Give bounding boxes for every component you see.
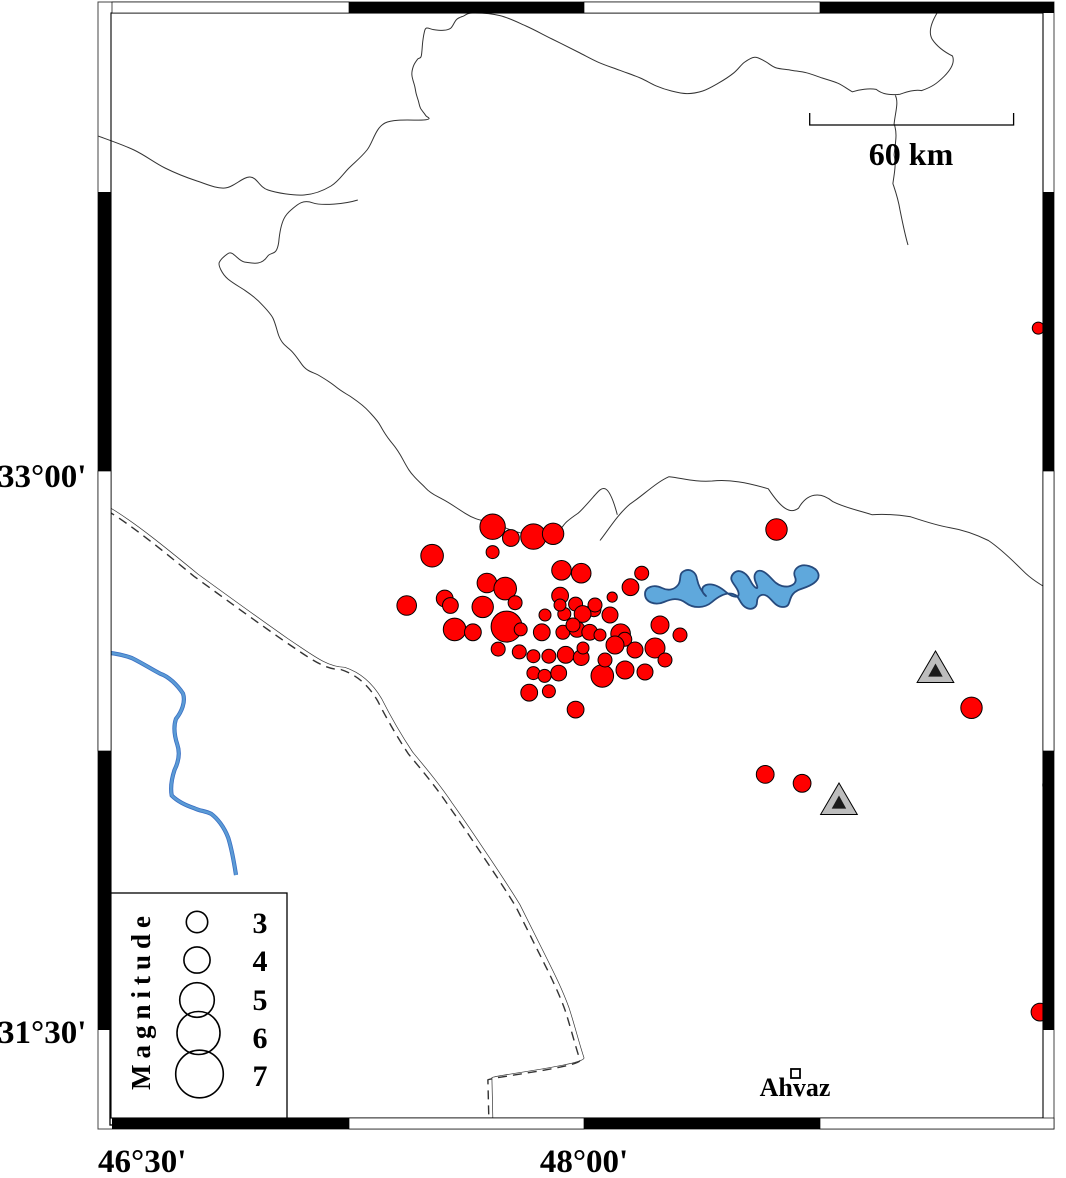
svg-text:Magnitude: Magnitude — [126, 910, 156, 1090]
svg-text:48°00': 48°00' — [540, 1144, 628, 1178]
svg-text:7: 7 — [253, 1060, 268, 1093]
svg-text:31°30': 31°30' — [0, 1015, 86, 1051]
svg-text:6: 6 — [253, 1022, 268, 1055]
svg-text:Ahvaz: Ahvaz — [760, 1073, 831, 1102]
svg-text:33°00': 33°00' — [0, 459, 86, 495]
svg-text:46°30': 46°30' — [98, 1144, 186, 1178]
svg-text:3: 3 — [253, 907, 268, 940]
svg-text:5: 5 — [253, 984, 268, 1017]
svg-text:60 km: 60 km — [869, 136, 954, 172]
svg-text:4: 4 — [253, 945, 268, 978]
